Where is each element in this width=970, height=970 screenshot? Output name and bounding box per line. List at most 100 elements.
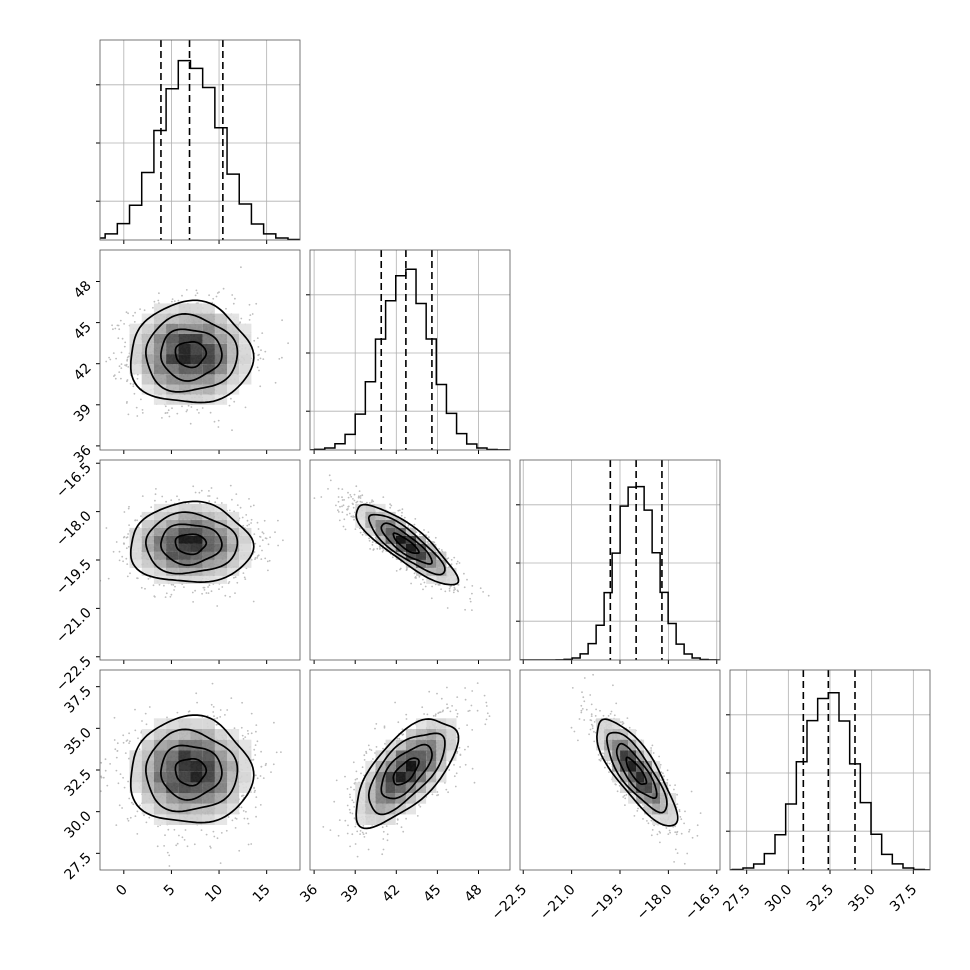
sample-point (140, 398, 142, 401)
sample-point (379, 547, 381, 549)
density-cell (141, 551, 154, 560)
sample-point (471, 585, 474, 587)
sample-point (347, 505, 350, 508)
density-cell (178, 527, 191, 536)
sample-point (471, 592, 473, 595)
density-cell (202, 559, 215, 568)
sample-point (125, 536, 128, 539)
panel-2-0: −22.5−21.0−19.5−18.0−16.5 (53, 459, 301, 695)
sample-point (251, 313, 254, 315)
sample-point (239, 506, 242, 509)
sample-point (164, 834, 166, 837)
density-cell (141, 519, 154, 528)
sample-point (158, 583, 161, 586)
y-tick-label: −18.0 (53, 508, 95, 550)
sample-point (347, 496, 350, 499)
sample-point (255, 302, 258, 305)
density-cell (227, 354, 240, 365)
sample-point (359, 531, 362, 534)
density-cell (385, 535, 396, 544)
sample-point (158, 292, 160, 295)
density-cell (153, 394, 167, 405)
density-cell (190, 364, 203, 375)
sample-point (161, 417, 163, 419)
sample-point (136, 577, 139, 580)
sample-point (339, 505, 341, 508)
sample-point (381, 550, 384, 553)
density-cell (202, 364, 215, 375)
sample-point (154, 493, 157, 496)
sample-point (252, 504, 255, 507)
sample-point (67, 341, 69, 343)
density-cell (178, 354, 191, 365)
contour-line (174, 341, 208, 369)
density-cell (153, 374, 167, 385)
sample-point (342, 504, 345, 507)
sample-point (401, 508, 404, 511)
sample-point (250, 843, 253, 845)
sample-point (341, 511, 344, 514)
density-cell (166, 535, 179, 544)
sample-point (399, 567, 402, 570)
sample-point (196, 292, 199, 294)
sample-point (153, 300, 156, 303)
sample-point (427, 531, 430, 533)
sample-point (341, 499, 344, 501)
sample-point (141, 409, 144, 411)
sample-point (208, 500, 211, 502)
density-cell (385, 543, 396, 552)
density-cell (190, 511, 203, 520)
sample-point (353, 499, 356, 502)
density-cell (426, 551, 437, 560)
sample-point (107, 577, 110, 580)
sample-point (201, 407, 204, 409)
density-cell (129, 354, 142, 365)
sample-point (114, 327, 117, 330)
sample-point (257, 359, 259, 361)
density-cell (395, 535, 406, 544)
sample-point (120, 367, 123, 369)
sample-point (166, 411, 169, 414)
sample-point (152, 306, 154, 309)
sample-point (446, 607, 449, 609)
density-cell (129, 551, 142, 560)
sample-point (125, 547, 128, 550)
sample-point (140, 515, 142, 517)
panel-0-0 (96, 39, 301, 244)
density-cell (129, 543, 142, 552)
sample-point (127, 312, 129, 315)
panel-1-1 (306, 249, 511, 454)
density-cell (153, 313, 167, 324)
density-cell (227, 567, 240, 576)
sample-point (224, 714, 226, 716)
density-cell (141, 543, 154, 552)
sample-point (123, 345, 126, 348)
density-cell (416, 567, 427, 576)
sample-point (255, 730, 257, 733)
density-cells (129, 503, 252, 584)
sample-point (127, 819, 130, 822)
sample-point (248, 498, 250, 500)
sample-point (127, 533, 129, 535)
sample-point (200, 489, 203, 492)
sample-point (456, 560, 459, 563)
sample-point (192, 601, 195, 603)
sample-point (452, 591, 455, 594)
sample-point (136, 377, 139, 380)
density-cell (153, 364, 167, 375)
density-cell (190, 323, 203, 334)
sample-point (431, 585, 433, 588)
density-cell (141, 567, 154, 576)
sample-point (228, 404, 231, 407)
sample-point (126, 380, 128, 383)
y-tick-label: 45 (71, 319, 95, 343)
sample-point (246, 817, 249, 820)
density-cell (227, 559, 240, 568)
density-cell (214, 374, 228, 385)
density-cell (446, 575, 457, 584)
density-cell (214, 394, 228, 405)
density-cell (141, 374, 154, 385)
density-cell (190, 313, 203, 324)
sample-point (147, 578, 150, 580)
